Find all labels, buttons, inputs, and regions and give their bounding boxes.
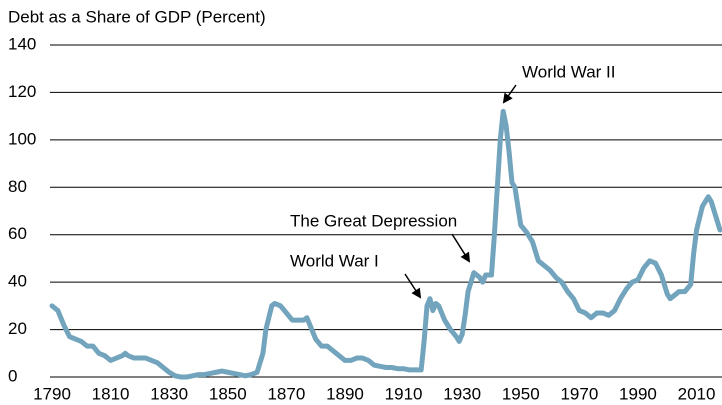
x-tick-label: 1830 — [150, 384, 188, 403]
x-tick-label: 1910 — [385, 384, 423, 403]
y-tick-label: 60 — [8, 224, 27, 243]
annotation-arrow — [451, 233, 471, 263]
y-tick-label: 80 — [8, 177, 27, 196]
y-tick-label: 120 — [8, 82, 36, 101]
x-tick-label: 1790 — [33, 384, 71, 403]
annotation: World War I — [290, 251, 379, 270]
x-tick-label: 1990 — [619, 384, 657, 403]
annotation: World War II — [522, 62, 616, 81]
x-tick-label: 2010 — [678, 384, 716, 403]
y-tick-label: 20 — [8, 319, 27, 338]
y-tick-label: 40 — [8, 272, 27, 291]
x-tick-label: 1890 — [326, 384, 364, 403]
x-tick-label: 1930 — [443, 384, 481, 403]
x-tick-label: 1950 — [502, 384, 540, 403]
annotation-arrow — [502, 84, 517, 104]
x-tick-label: 1850 — [209, 384, 247, 403]
y-tick-label: 100 — [8, 129, 36, 148]
x-tick-label: 1870 — [267, 384, 305, 403]
annotation-arrow — [404, 273, 422, 299]
y-tick-label: 0 — [8, 366, 17, 385]
plot: 0 20 40 60 80 100 120 140 1790 1810 1830 1850 1870 18… — [8, 34, 722, 403]
annotation: The Great Depression — [290, 211, 457, 230]
chart-title: Debt as a Share of GDP (Percent) — [8, 7, 266, 26]
y-tick-label: 140 — [8, 34, 36, 53]
x-tick-label: 1810 — [92, 384, 130, 403]
x-tick-label: 1970 — [560, 384, 598, 403]
data-line — [49, 108, 722, 380]
